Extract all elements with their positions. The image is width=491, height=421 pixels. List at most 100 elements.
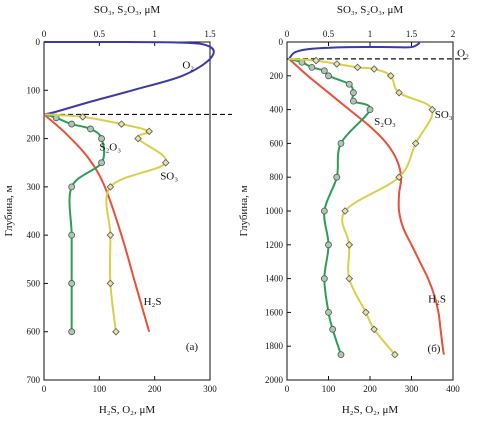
- panel-b-series-label-0: O₂: [457, 47, 469, 59]
- panel-b-series-3-point: [395, 173, 403, 181]
- panel-a-series-label-0: O₂: [182, 60, 194, 72]
- panel-b-series-2-point: [308, 63, 316, 71]
- panel-b-y-tick-label: 1800: [265, 341, 284, 351]
- panel-b-bottom-tick-label: 0: [285, 384, 290, 394]
- panel-b-y-tick-label: 600: [270, 138, 284, 148]
- panel-b-bottom-tick-label: 400: [446, 384, 460, 394]
- panel-b-top-tick-label: 1: [368, 29, 373, 39]
- panel-a-series-3-point: [145, 127, 153, 136]
- panel-b-series-3-point: [341, 207, 349, 215]
- panel-b-series-2-point: [333, 173, 341, 181]
- panel-b: SO₃, S₂O₃, μM H₂S, O₂, μM Глубина, м (б)…: [238, 4, 469, 416]
- panel-a-series-3-point: [106, 279, 115, 288]
- panel-b-bottom-tick-label: 200: [363, 384, 377, 394]
- panel-a-series-label-3: SO₃: [160, 171, 178, 183]
- panel-a-series-3-point: [78, 113, 87, 121]
- panel-b-bottom-axis-label: H₂S, O₂, μM: [342, 404, 399, 416]
- panel-b-series-3-point: [362, 308, 370, 317]
- panel-a-series-2-point: [68, 183, 76, 191]
- panel-b-series-line-1: [288, 58, 445, 355]
- panel-b-series-label-1: H₂S: [428, 293, 446, 305]
- panel-b-y-tick-label: 0: [279, 37, 284, 47]
- panel-a-top-axis-label: SO₃, S₂O₃, μM: [94, 4, 161, 16]
- panel-b-label: (б): [428, 343, 441, 355]
- panel-b-series-line-0: [288, 41, 421, 60]
- panel-b-series-3-point: [333, 60, 341, 68]
- panel-b-top-axis-label: SO₃, S₂O₃, μM: [337, 4, 404, 16]
- panel-a-series-2-point: [98, 135, 105, 142]
- panel-a-y-tick-label: 100: [27, 85, 41, 95]
- panel-a-series-3-point: [106, 183, 115, 191]
- panel-b-series-3-point: [345, 241, 354, 249]
- panel-a-series-2-point: [68, 280, 76, 287]
- panel-b-series-3-point: [391, 350, 399, 359]
- panel-b-y-tick-label: 1600: [265, 307, 284, 317]
- panel-a-y-tick-label: 300: [27, 182, 41, 192]
- panel-a-series-2-point: [68, 120, 76, 128]
- panel-b-series-3-point: [370, 65, 378, 73]
- panel-a-y-tick-label: 700: [27, 375, 41, 385]
- panel-b-series-3-point: [370, 325, 378, 334]
- panel-b-series-2-point: [345, 80, 353, 88]
- panel-a-series-3-point: [134, 134, 142, 143]
- panel-b-series-2-point: [320, 275, 328, 283]
- panel-b-series-2-point: [325, 72, 332, 80]
- panel-a-bottom-tick-label: 200: [148, 384, 162, 394]
- panel-b-bottom-tick-label: 300: [405, 384, 419, 394]
- panel-a-y-axis-label: Глубина, м: [3, 185, 15, 236]
- panel-a-series-2-point: [98, 159, 105, 167]
- panel-b-series-3-point: [386, 72, 395, 80]
- panel-b-top-tick-label: 1.5: [406, 29, 418, 39]
- panel-a-bottom-tick-label: 100: [93, 384, 107, 394]
- panel-a-series-3-point: [106, 231, 115, 239]
- panel-b-top-tick-label: 0.5: [323, 29, 335, 39]
- panel-b-series-2-point: [349, 89, 357, 97]
- panel-a-series-label-2: S₂O₃: [99, 142, 121, 154]
- panel-b-bottom-tick-label: 100: [322, 384, 336, 394]
- panel-a-top-tick-label: 0.5: [94, 29, 106, 39]
- panel-b-series-2-point: [320, 207, 328, 215]
- panel-b-y-tick-label: 1000: [265, 206, 284, 216]
- panel-a-series-2-point: [68, 328, 76, 336]
- panel-a-top-tick-label: 1.5: [204, 29, 216, 39]
- panel-b-series-2-point: [325, 241, 332, 249]
- panel-b-series-2-point: [325, 308, 332, 316]
- panel-b-series-3-point: [312, 56, 320, 65]
- panel-b-top-tick-label: 2: [451, 29, 456, 39]
- panel-a-y-tick-label: 500: [27, 278, 41, 288]
- panel-b-series-3-point: [411, 139, 420, 148]
- panel-a-series-line-3: [45, 113, 167, 332]
- panel-a-y-tick-label: 600: [27, 327, 41, 337]
- panel-a-series-3-point: [112, 327, 120, 336]
- panel-a-top-tick-label: 1: [152, 29, 157, 39]
- panel-b-series-2-point: [320, 67, 328, 75]
- panel-b-series-label-2: S₂O₃: [374, 116, 396, 128]
- panel-b-y-tick-label: 2000: [265, 375, 284, 385]
- panel-a-series-line-2: [44, 113, 106, 332]
- panel-b-y-tick-label: 1200: [265, 240, 284, 250]
- panel-b-series-3-point: [353, 63, 362, 72]
- panel-a: SO₃, S₂O₃, μM H₂S, O₂, μM Глубина, м (а)…: [3, 4, 232, 416]
- panel-b-series-3-point: [345, 274, 354, 283]
- panel-b-frame: [286, 41, 454, 381]
- panel-a-y-tick-label: 200: [27, 134, 41, 144]
- panel-a-y-tick-label: 0: [36, 37, 41, 47]
- panel-b-series-line-3: [288, 57, 434, 356]
- panel-b-y-tick-label: 800: [270, 172, 284, 182]
- panel-b-series-2-point: [349, 97, 357, 105]
- panel-b-series-3-point: [395, 88, 403, 97]
- panel-a-bottom-axis-label: H₂S, O₂, μM: [99, 404, 156, 416]
- panel-a-label: (а): [186, 341, 199, 353]
- panel-b-y-tick-label: 200: [270, 71, 284, 81]
- panel-a-top-tick-label: 0: [42, 29, 47, 39]
- panel-a-y-tick-label: 400: [27, 230, 41, 240]
- panel-b-y-tick-label: 400: [270, 105, 284, 115]
- panel-b-series-2-point: [366, 106, 374, 113]
- panel-b-y-axis-label: Глубина, м: [238, 185, 250, 236]
- panel-b-y-tick-label: 1400: [265, 274, 284, 284]
- panel-a-bottom-tick-label: 0: [42, 384, 47, 394]
- panel-b-top-tick-label: 0: [285, 29, 290, 39]
- panel-a-series-2-point: [87, 125, 94, 133]
- panel-b-series-2-point: [337, 351, 345, 359]
